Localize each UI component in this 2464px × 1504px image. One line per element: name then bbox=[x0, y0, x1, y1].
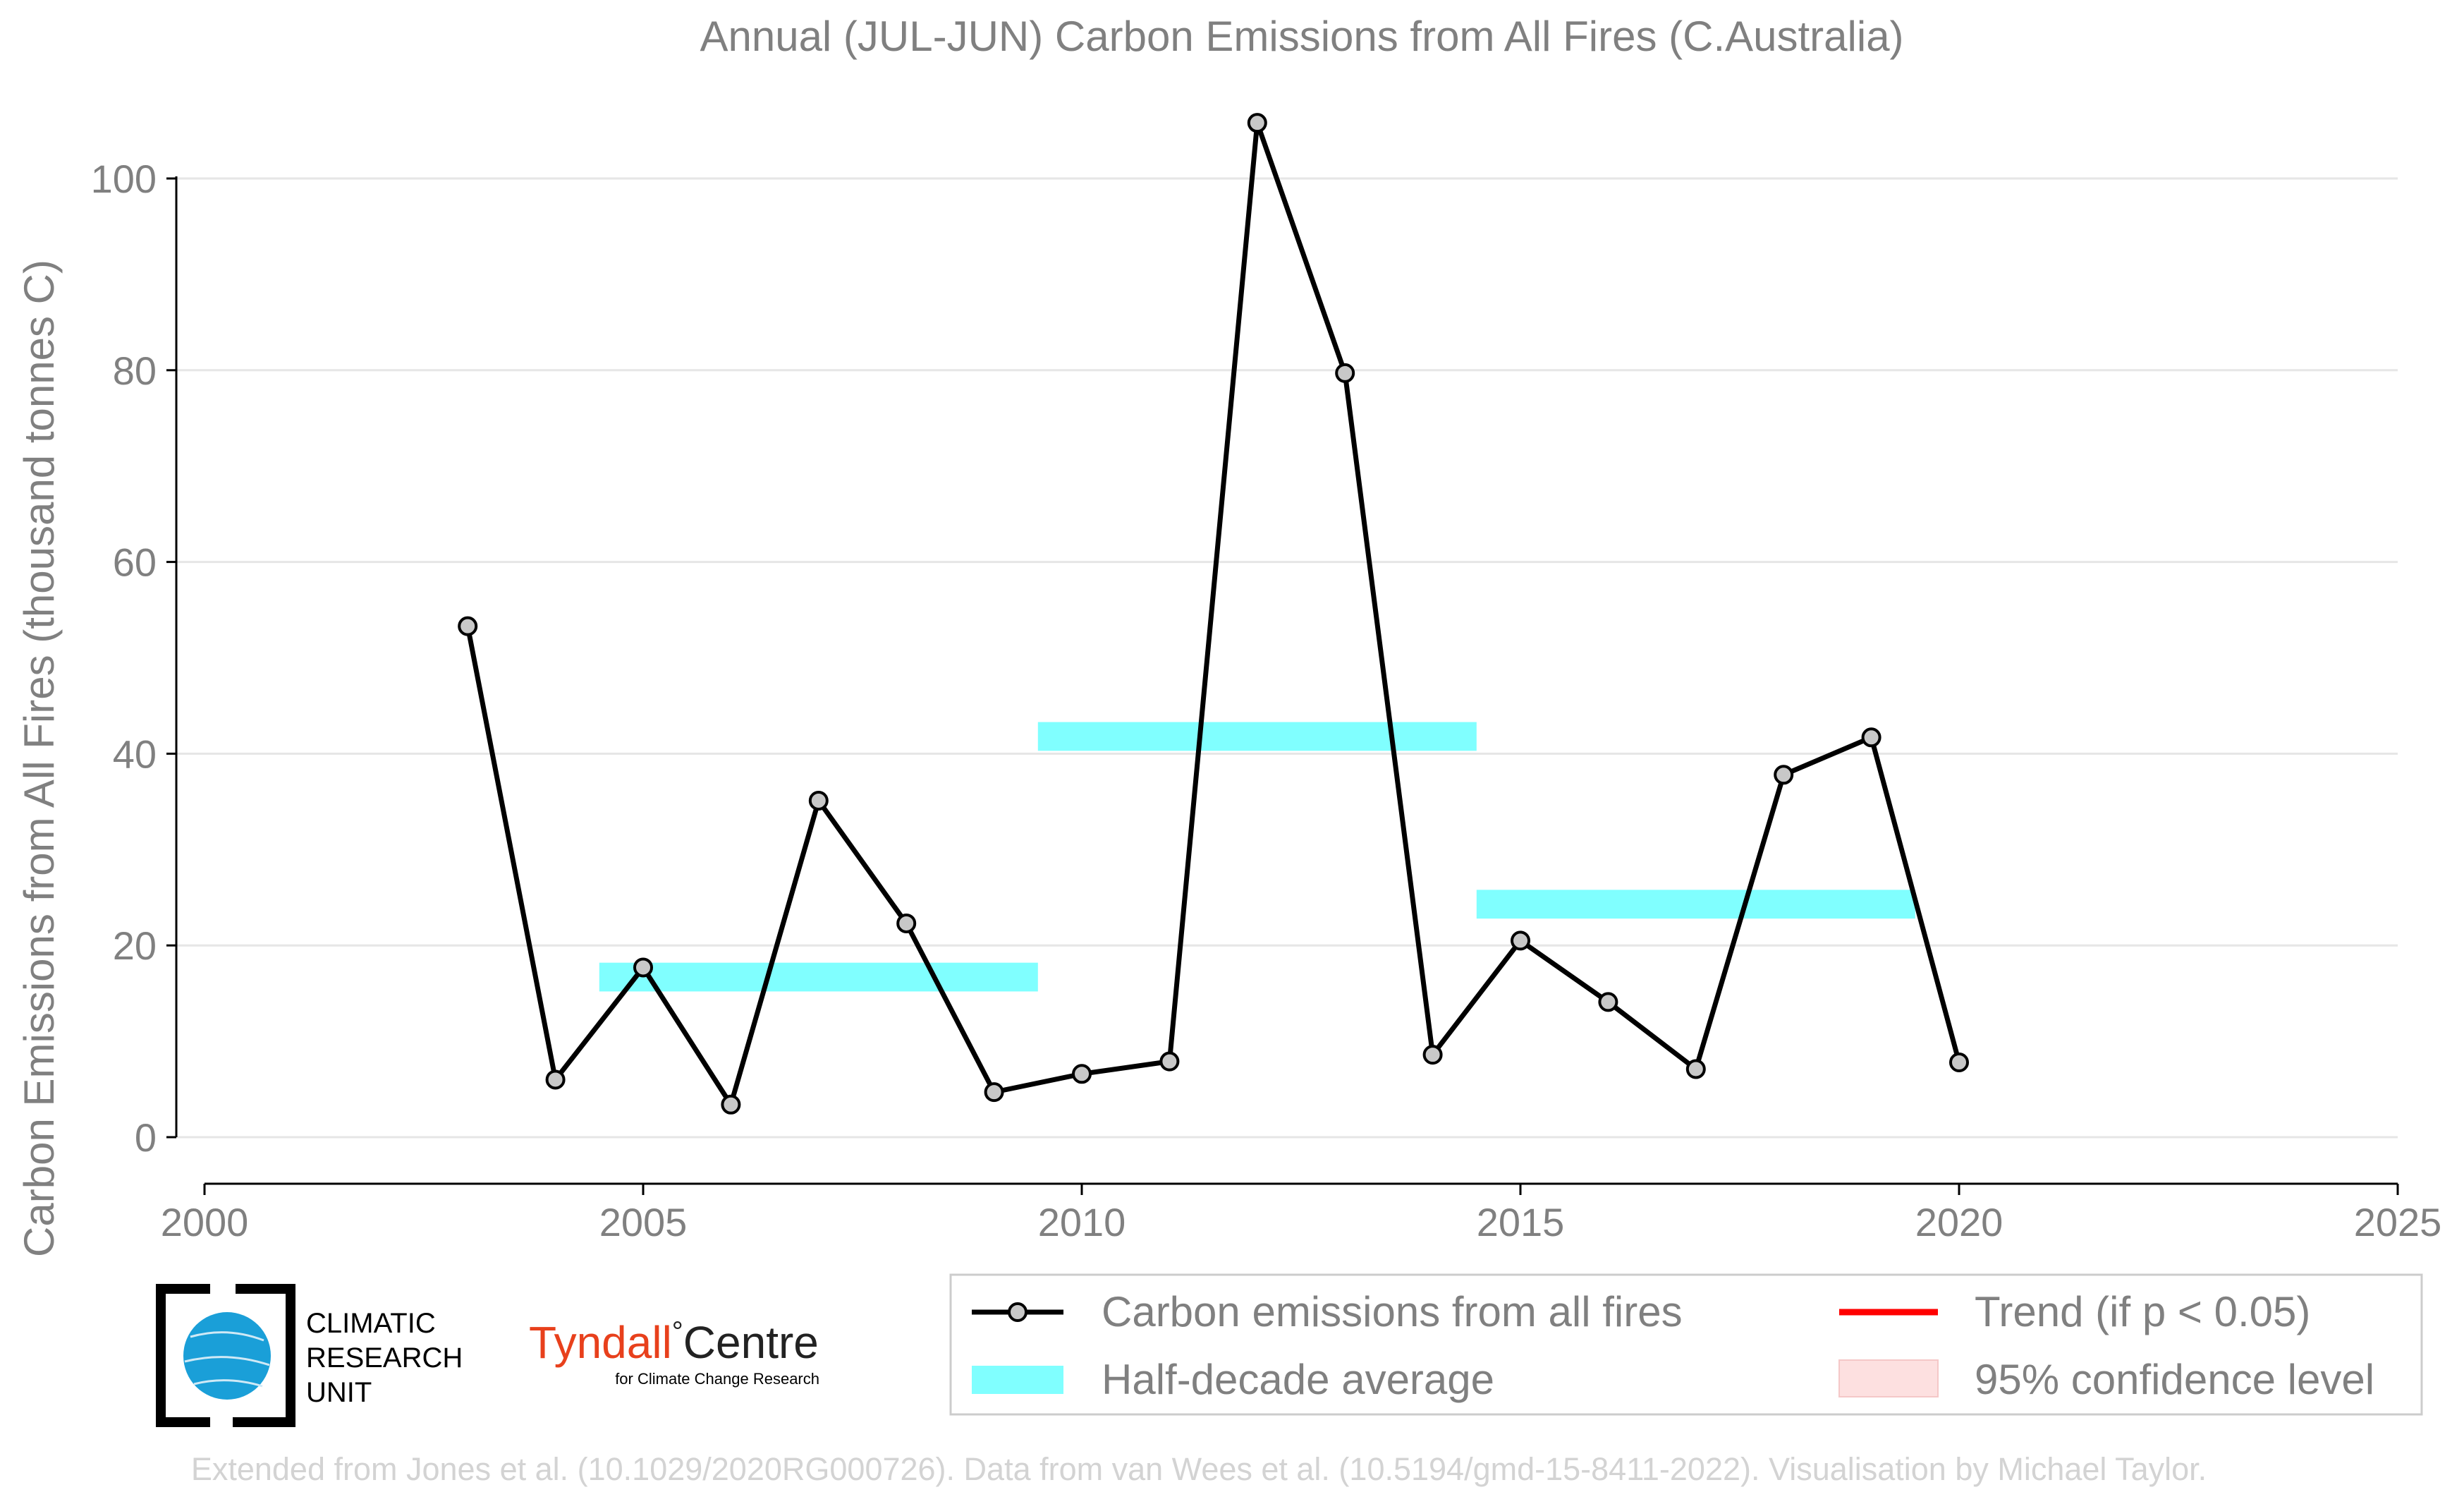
y-tick-label: 100 bbox=[91, 157, 157, 201]
tyndall-subtitle: for Climate Change Research bbox=[615, 1370, 819, 1388]
x-tick-label: 2025 bbox=[2354, 1200, 2442, 1244]
y-ticks: 0 20 40 60 80 100 bbox=[91, 157, 176, 1160]
legend-box bbox=[949, 1273, 2423, 1416]
legend-confidence-swatch bbox=[1838, 1359, 1939, 1397]
data-point bbox=[633, 957, 653, 978]
half-decade-bar bbox=[1476, 890, 1915, 919]
cru-logo: CLIMATIC RESEARCH UNIT bbox=[156, 1284, 463, 1427]
data-point bbox=[1247, 113, 1267, 133]
legend-half-decade-swatch bbox=[972, 1366, 1063, 1394]
legend-label-half-decade: Half-decade average bbox=[1102, 1356, 1494, 1403]
legend-label-trend: Trend (if p < 0.05) bbox=[1975, 1288, 2310, 1335]
data-point bbox=[1598, 992, 1618, 1012]
cru-logo-frame-corner bbox=[185, 1284, 264, 1427]
cru-logo-frame bbox=[156, 1284, 295, 1427]
x-tick-label: 2020 bbox=[1915, 1200, 2003, 1244]
data-point bbox=[1511, 930, 1530, 951]
data-point bbox=[1335, 363, 1355, 383]
data-point bbox=[1774, 765, 1794, 785]
x-tick-label: 2010 bbox=[1038, 1200, 1126, 1244]
half-decade-average-bands bbox=[599, 722, 1915, 992]
chart-title: Annual (JUL-JUN) Carbon Emissions from A… bbox=[700, 13, 1903, 60]
x-tick-label: 2015 bbox=[1477, 1200, 1565, 1244]
cru-globe-lines bbox=[184, 1331, 270, 1388]
data-point bbox=[1685, 1059, 1706, 1079]
x-tick-label: 2005 bbox=[599, 1200, 688, 1244]
data-point bbox=[1861, 727, 1881, 748]
x-ticks: 2000 2005 2010 2015 2020 2025 bbox=[161, 1184, 2442, 1244]
legend-label-confidence: 95% confidence level bbox=[1975, 1356, 2374, 1403]
legend-marker-swatch bbox=[1008, 1302, 1027, 1322]
x-tick-label: 2000 bbox=[161, 1200, 249, 1244]
half-decade-bar bbox=[599, 962, 1038, 992]
y-tick-label: 60 bbox=[113, 540, 157, 585]
y-tick-label: 40 bbox=[113, 732, 157, 776]
y-axis-label: Carbon Emissions from All Fires (thousan… bbox=[16, 260, 63, 1257]
cru-text-line-3: UNIT bbox=[306, 1377, 372, 1408]
data-point bbox=[458, 616, 478, 636]
legend-label-series: Carbon emissions from all fires bbox=[1102, 1288, 1683, 1335]
tyndall-logo: Tyndall°Centre for Climate Change Resear… bbox=[529, 1316, 819, 1388]
data-series bbox=[458, 113, 1969, 1115]
tyndall-wordmark: Tyndall°Centre bbox=[529, 1316, 819, 1368]
data-point bbox=[1072, 1064, 1092, 1084]
data-point bbox=[984, 1082, 1004, 1103]
cru-globe-icon bbox=[183, 1312, 271, 1400]
data-point bbox=[545, 1069, 566, 1090]
data-point bbox=[896, 913, 917, 933]
data-point bbox=[1949, 1052, 1969, 1072]
half-decade-bar bbox=[1037, 722, 1477, 751]
series-line bbox=[465, 120, 1962, 1108]
y-tick-label: 80 bbox=[113, 348, 157, 393]
y-tick-label: 20 bbox=[113, 923, 157, 968]
data-point bbox=[1422, 1045, 1443, 1065]
cru-text-line-1: CLIMATIC bbox=[306, 1308, 436, 1339]
data-point bbox=[1159, 1051, 1180, 1072]
axes bbox=[175, 176, 2398, 1185]
data-point bbox=[721, 1094, 741, 1115]
grid-lines bbox=[176, 177, 2398, 1139]
data-point bbox=[808, 790, 829, 811]
cru-text-line-2: RESEARCH bbox=[306, 1342, 463, 1373]
legend: Carbon emissions from all fires Trend (i… bbox=[949, 1273, 2423, 1416]
credit-text: Extended from Jones et al. (10.1029/2020… bbox=[191, 1451, 2207, 1487]
y-tick-label: 0 bbox=[135, 1115, 157, 1160]
